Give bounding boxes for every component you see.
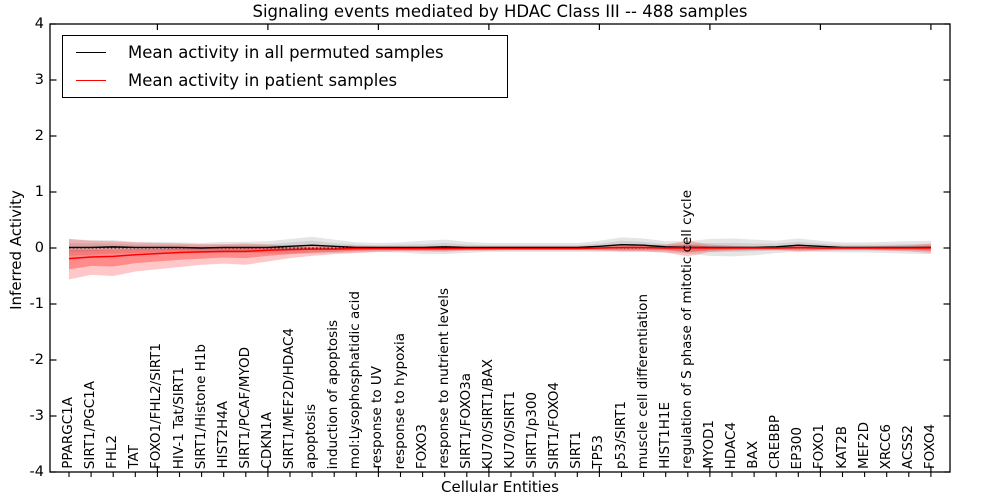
y-tick-label: -4 [29,464,44,480]
x-tick-label: p53/SIRT1 [612,400,629,469]
band-inner-patient [69,244,931,270]
x-tick-label: ACSS2 [899,424,916,469]
x-tick-label: KAT2B [833,426,850,469]
legend-item-patient: Mean activity in patient samples [76,67,507,95]
x-tick-label: FOXO1 [811,423,828,469]
x-tick-label: KU70/SIRT1/BAX [479,358,496,469]
x-tick-label: FOXO1/FHL2/SIRT1 [148,342,165,469]
x-tick-label: EP300 [789,426,806,469]
x-tick-label: TP53 [590,435,607,469]
x-tick-label: KU70/SIRT1 [502,391,518,469]
x-tick-label: HIST2H4A [214,401,231,469]
band-outer-permuted [69,236,931,257]
legend-label-permuted: Mean activity in all permuted samples [128,43,444,63]
x-tick-label: SIRT1/Histone H1b [192,343,209,469]
x-tick-label: HDAC4 [723,421,739,469]
x-tick-label: induction of apoptosis [325,319,342,469]
x-tick-label: SIRT1/MEF2D/HDAC4 [281,327,297,469]
x-axis-title: Cellular Entities [441,478,559,496]
legend-item-permuted: Mean activity in all permuted samples [76,39,507,67]
x-tick-label: SIRT1/PCAF/MYOD [236,347,253,469]
y-tick-label: -1 [29,296,44,312]
x-tick-label: response to hypoxia [391,332,408,469]
x-tick-label: apoptosis [303,403,320,469]
y-tick-label: -2 [29,352,44,368]
y-tick-label: 2 [34,128,44,144]
x-tick-label: TAT [126,445,143,469]
legend-line-sample-black [76,52,106,54]
x-tick-label: HIV-1 Tat/SIRT1 [170,366,187,469]
y-tick-label: 3 [34,72,44,88]
x-tick-label: FOXO3 [413,423,430,469]
x-tick-label: FHL2 [104,434,121,469]
x-tick-label: FOXO4 [921,423,938,469]
x-tick-label: SIRT1 [568,431,585,469]
x-tick-label: MYOD1 [700,420,717,469]
x-tick-label: SIRT1/FOXO4 [546,381,563,469]
y-tick-label: 0 [34,240,44,256]
x-tick-label: HIST1H1E [656,402,673,469]
series-line-patient [68,246,931,260]
x-tick-label: PPARGC1A [60,397,76,469]
x-tick-label: mol:Lysophosphatidic acid [347,290,364,469]
series-line-permuted [69,243,931,249]
x-tick-label: XRCC6 [877,423,894,469]
x-tick-label: regulation of S phase of mitotic cell cy… [678,190,695,469]
x-tick-label: BAX [745,441,762,469]
x-tick-label: MEF2D [855,422,872,469]
x-tick-label: response to nutrient levels [435,288,452,469]
legend-line-sample-red [76,79,106,81]
x-tick-label: SIRT1/p300 [524,392,541,469]
x-tick-label: CREBBP [767,415,784,469]
y-tick-label: 1 [34,184,44,200]
legend: Mean activity in all permuted samples Me… [62,35,508,98]
x-tick-label: response to UV [369,366,386,469]
chart-title: Signaling events mediated by HDAC Class … [252,2,748,21]
x-tick-label: SIRT1/PGC1A [82,380,99,469]
y-tick-label: -3 [29,408,44,424]
legend-label-patient: Mean activity in patient samples [128,70,398,90]
x-tick-label: CDKN1A [258,412,275,469]
y-tick-label: 4 [34,16,44,32]
x-tick-label: muscle cell differentiation [634,293,651,469]
x-tick-label: SIRT1/FOXO3a [457,373,474,469]
